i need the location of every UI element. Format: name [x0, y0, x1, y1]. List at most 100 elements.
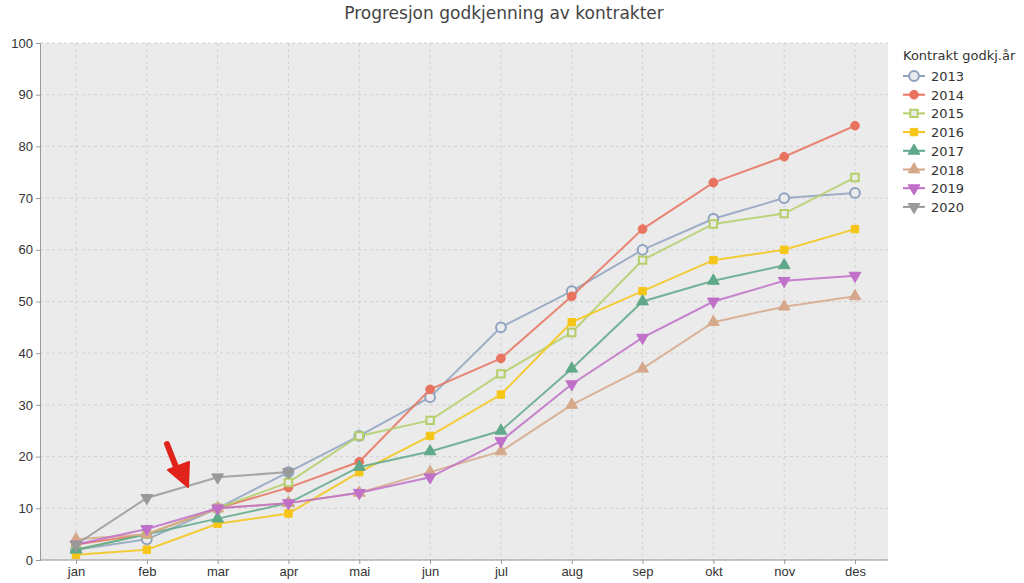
grid-line	[40, 94, 888, 95]
tick: 20	[19, 449, 40, 464]
point	[778, 259, 790, 269]
legend: Kontrakt godkj.år20132014201520162017201…	[903, 48, 1016, 215]
point	[356, 432, 363, 439]
point	[426, 417, 433, 424]
tick: 30	[19, 398, 40, 413]
tick: des	[845, 560, 866, 579]
tick: 60	[19, 242, 40, 257]
point	[637, 362, 649, 372]
grid-line	[40, 456, 888, 457]
point	[637, 295, 649, 305]
tick-label: feb	[138, 564, 156, 579]
point	[849, 272, 861, 282]
tick-mark	[36, 146, 40, 147]
legend-label: 2014	[931, 88, 964, 103]
series-line	[76, 276, 855, 545]
tick-label: nov	[774, 564, 795, 579]
grid	[40, 43, 888, 560]
tick-label: aug	[561, 564, 583, 579]
tick-label: apr	[280, 564, 299, 579]
tick-label: 40	[19, 346, 33, 361]
tick-mark	[36, 560, 40, 561]
tick-label: okt	[705, 564, 723, 579]
tick-label: mar	[207, 564, 230, 579]
point	[283, 500, 295, 510]
legend-label: 2018	[931, 163, 964, 178]
tick: 70	[19, 191, 40, 206]
chart: 0102030405060708090100janfebmaraprmaijun…	[0, 0, 1024, 583]
point	[424, 445, 436, 455]
legend-label: 2015	[931, 106, 964, 121]
grid-line	[359, 43, 360, 560]
tick: mar	[207, 560, 230, 579]
title: Progresjon godkjenning av kontrakter	[344, 3, 664, 23]
point	[212, 474, 224, 484]
tick-mark	[36, 353, 40, 354]
point	[707, 274, 719, 284]
legend-label: 2016	[931, 125, 964, 140]
point	[707, 315, 719, 325]
grid-line	[500, 43, 501, 560]
legend-item: 2018	[903, 163, 964, 178]
point	[426, 385, 435, 394]
point	[780, 246, 787, 253]
tick: 0	[26, 553, 40, 568]
legend-label: 2019	[931, 181, 964, 196]
tick: feb	[138, 560, 156, 579]
axis-line	[36, 44, 41, 561]
point	[849, 290, 861, 300]
legend-item: 2013	[903, 69, 964, 84]
series-line	[76, 265, 784, 549]
legend-item: 2017	[903, 144, 964, 159]
grid-line	[146, 43, 147, 560]
grid-line	[571, 43, 572, 560]
point	[424, 474, 436, 484]
grid-line	[40, 301, 888, 302]
point	[709, 178, 718, 187]
tick: 90	[19, 87, 40, 102]
tick-label: mai	[349, 564, 370, 579]
legend-label: 2017	[931, 144, 964, 159]
tick: mai	[349, 560, 370, 579]
tick: sep	[633, 560, 654, 579]
plot-area	[70, 121, 861, 558]
tick-mark	[36, 198, 40, 199]
legend-marker	[910, 128, 917, 135]
point	[710, 220, 717, 227]
point	[70, 541, 82, 551]
tick: jun	[421, 560, 439, 579]
tick-label: jun	[421, 564, 439, 579]
point	[851, 174, 858, 181]
tick-label: 100	[11, 36, 33, 51]
tick-label: 60	[19, 242, 33, 257]
point	[778, 300, 790, 310]
point	[851, 121, 860, 130]
point	[638, 225, 647, 234]
arrow-head	[168, 462, 189, 487]
point	[851, 225, 858, 232]
grid-line	[40, 508, 888, 509]
point	[143, 546, 150, 553]
point	[567, 292, 576, 301]
tick: 10	[19, 501, 40, 516]
point	[638, 245, 648, 255]
point	[354, 431, 364, 441]
tick-label: sep	[633, 564, 654, 579]
tick-label: des	[845, 564, 866, 579]
point	[212, 505, 224, 515]
tick-label: 0	[26, 553, 33, 568]
arrow	[167, 444, 189, 487]
tick-mark	[36, 508, 40, 509]
point	[353, 460, 365, 470]
point	[496, 322, 506, 332]
grid-line	[40, 353, 888, 354]
point	[850, 188, 860, 198]
tick-label: 90	[19, 87, 33, 102]
point	[495, 424, 507, 434]
legend-item: 2019	[903, 181, 964, 196]
point	[497, 370, 504, 377]
legend-item: 2015	[903, 106, 964, 121]
point	[778, 277, 790, 287]
tick-mark	[36, 405, 40, 406]
grid-line	[40, 404, 888, 405]
